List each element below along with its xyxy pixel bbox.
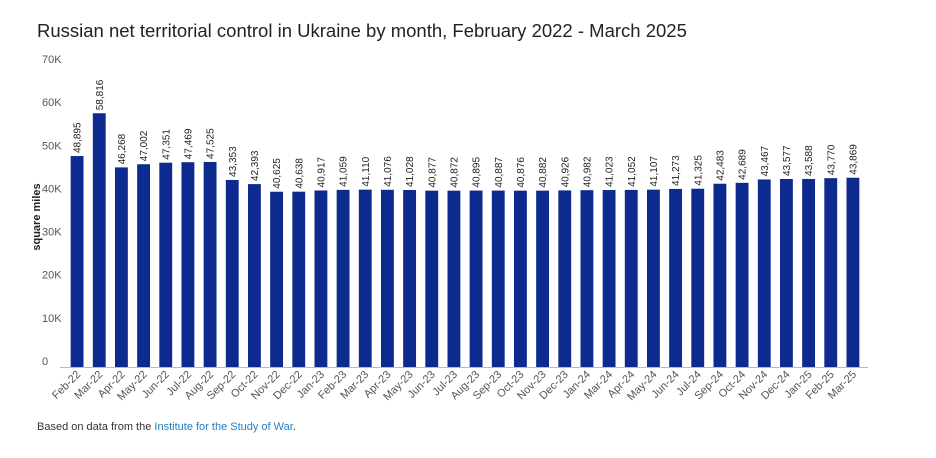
y-tick-label: 70K [42,54,62,66]
y-tick-label: 40K [42,183,62,195]
bar [624,189,638,367]
bar [669,188,683,367]
footer-suffix: . [292,421,296,433]
bar [447,190,461,367]
footer-prefix: Based on data from the [37,421,155,433]
bar [270,191,284,367]
data-label: 42,483 [715,150,726,181]
bar [181,162,195,367]
data-label: 42,689 [738,149,749,180]
data-label: 40,625 [272,158,283,189]
source-footer: Based on data from the Institute for the… [37,421,296,433]
data-label: 41,107 [649,156,660,187]
bar [558,190,572,367]
data-label: 58,816 [95,79,106,110]
bar [513,190,527,367]
data-label: 40,872 [449,157,460,188]
bar [469,190,483,367]
data-label: 40,638 [294,158,305,189]
x-axis: Feb-22Mar-22Apr-22May-22Jun-22Jul-22Aug-… [50,367,868,403]
data-label: 41,110 [361,156,372,186]
bar [846,177,860,367]
y-axis-title: square miles [31,183,43,250]
data-label: 41,059 [339,156,350,187]
bar [802,178,816,367]
bar [225,179,239,367]
data-label: 43,770 [826,144,837,175]
data-label: 43,869 [848,144,859,175]
data-label: 40,887 [494,157,505,188]
data-label: 41,076 [383,156,394,187]
data-label: 47,351 [161,129,172,160]
data-label: 41,325 [693,155,704,186]
y-tick-label: 20K [42,270,62,282]
bar [757,179,771,367]
bar [713,183,727,367]
bar [137,164,151,367]
y-tick-label: 30K [42,227,62,239]
chart-title: Russian net territorial control in Ukrai… [37,20,687,41]
bar [779,179,793,367]
data-label: 40,982 [582,156,593,187]
data-label: 40,917 [316,156,327,187]
bar [491,190,505,367]
data-label: 47,525 [206,128,217,159]
bar [735,182,749,367]
data-label: 43,353 [228,146,239,177]
bars-group [70,113,860,367]
bar [380,189,394,367]
data-label: 43,577 [782,145,793,176]
data-label: 40,895 [472,157,483,188]
data-label: 40,882 [538,157,549,188]
bar [824,178,838,367]
data-label: 41,023 [605,156,616,187]
bar [358,189,372,367]
data-label: 48,895 [73,122,84,153]
bar [602,190,616,367]
bar [159,162,173,367]
data-label: 41,052 [627,156,638,187]
bar [425,190,439,367]
data-labels-group: 48,895 58,816 46,268 47,002 47,351 47,469 47,5… [73,79,860,189]
bar [92,113,106,367]
y-tick-label: 10K [42,313,62,325]
bar [580,190,594,367]
bar [114,167,128,367]
bar [336,189,350,367]
data-label: 47,002 [139,130,150,161]
data-label: 47,469 [183,128,194,159]
data-label: 40,926 [560,156,571,187]
bar [203,161,217,367]
bar [536,190,550,367]
bar [646,189,660,367]
y-tick-label: 0 [42,356,48,368]
bar [70,156,84,367]
data-label: 40,876 [516,157,527,188]
bar [292,191,306,367]
data-label: 43,467 [760,145,771,176]
y-axis: 0 10K 20K 30K 40K 50K 60K 70K [42,54,62,368]
data-label: 42,393 [250,150,261,181]
source-link[interactable]: Institute for the Study of War [154,421,293,433]
data-label: 41,028 [405,156,416,187]
bar [691,188,705,367]
bar [247,184,261,367]
data-label: 41,273 [671,155,682,186]
y-tick-label: 60K [42,97,62,109]
y-tick-label: 50K [42,140,62,152]
data-label: 43,588 [804,145,815,176]
data-label: 46,268 [117,133,128,164]
bar [314,190,328,367]
bar [403,189,417,367]
data-label: 40,877 [427,157,438,188]
